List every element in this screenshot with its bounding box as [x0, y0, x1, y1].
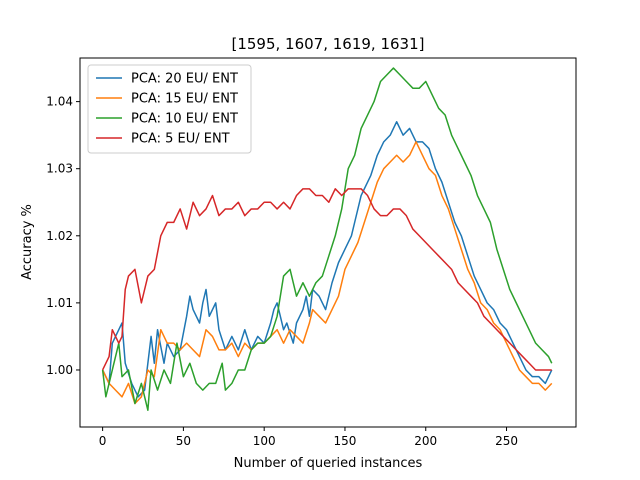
- x-tick-label: 200: [414, 434, 437, 448]
- series-line-3: [101, 67, 553, 411]
- legend: PCA: 20 EU/ ENT PCA: 15 EU/ ENT PCA: 10 EU…: [87, 64, 252, 154]
- series-line-1: [101, 120, 553, 398]
- y-tick-label: 1.03: [46, 162, 73, 176]
- legend-box: [87, 64, 252, 154]
- x-axis-label: Number of queried instances: [234, 456, 423, 471]
- x-tick-label: 50: [176, 434, 191, 448]
- chart-title: [1595, 1607, 1619, 1631]: [231, 35, 424, 53]
- y-tick-label: 1.00: [46, 363, 73, 377]
- x-tick-label: 150: [334, 434, 357, 448]
- x-axis-ticks: 0 50 100 150 200 250: [99, 427, 518, 448]
- x-tick-label: 250: [495, 434, 518, 448]
- x-tick-label: 0: [99, 434, 107, 448]
- legend-entry: PCA: 20 EU/ ENT: [131, 72, 238, 87]
- legend-entry: PCA: 5 EU/ ENT: [131, 132, 230, 147]
- legend-entry: PCA: 15 EU/ ENT: [131, 92, 238, 107]
- series-line-4: [101, 188, 552, 371]
- y-axis-ticks: 1.00 1.01 1.02 1.03 1.04: [46, 95, 80, 377]
- series-layer: [101, 67, 553, 411]
- x-tick-label: 100: [253, 434, 276, 448]
- legend-entry: PCA: 10 EU/ ENT: [131, 112, 238, 127]
- plot-frame: [79, 57, 577, 428]
- y-tick-label: 1.04: [46, 95, 73, 109]
- y-axis-label: Accuracy %: [20, 204, 35, 280]
- y-tick-label: 1.01: [46, 296, 73, 310]
- y-tick-label: 1.02: [46, 229, 73, 243]
